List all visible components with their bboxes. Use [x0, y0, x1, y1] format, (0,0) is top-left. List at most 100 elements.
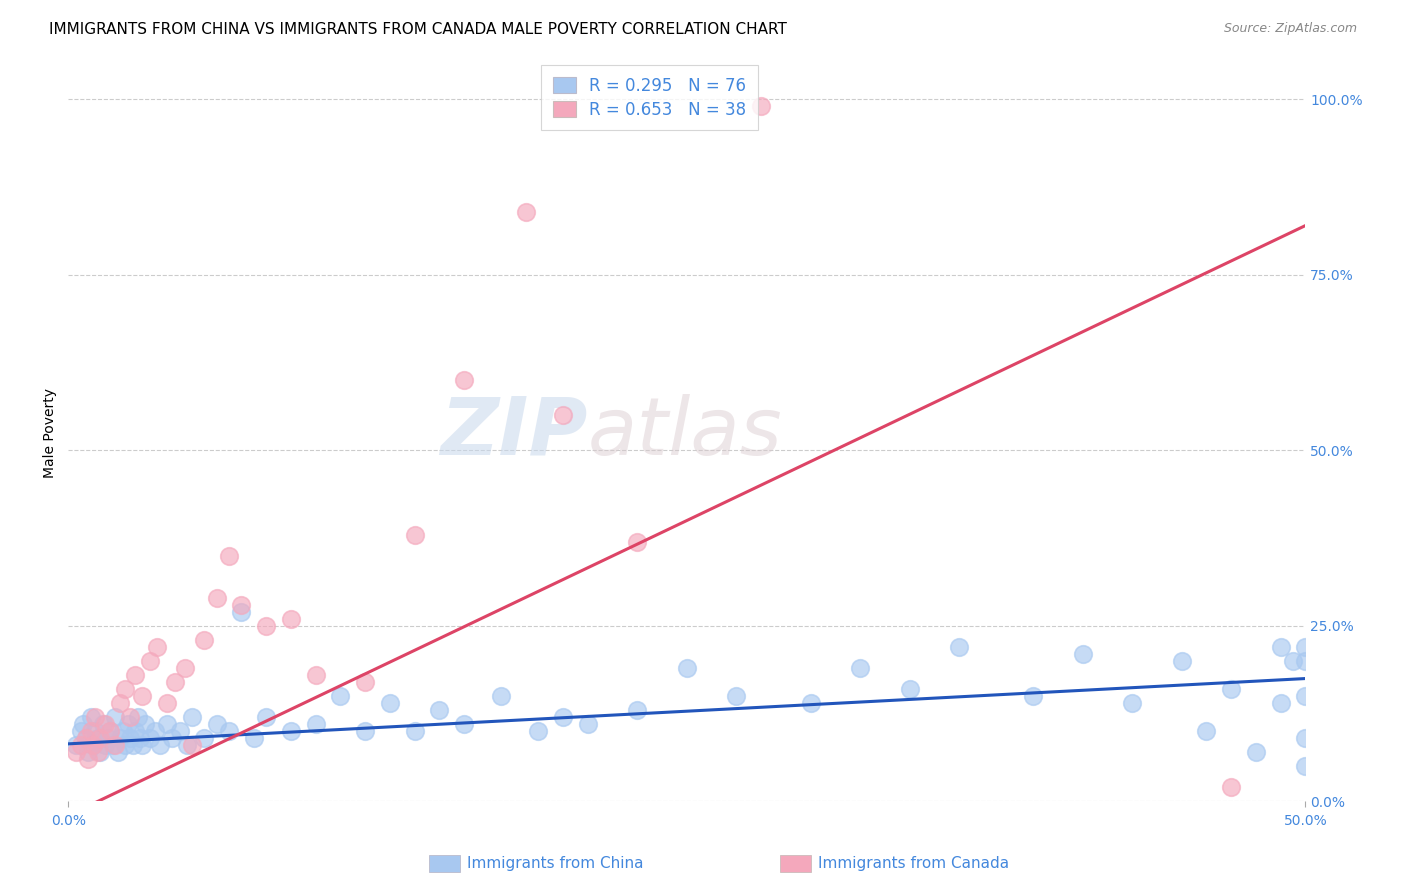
Text: Immigrants from China: Immigrants from China	[467, 856, 644, 871]
Point	[139, 731, 162, 746]
Point	[1270, 640, 1292, 654]
Point	[1294, 689, 1316, 703]
Point	[231, 605, 253, 619]
Point	[89, 745, 111, 759]
Text: ZIP: ZIP	[440, 393, 588, 472]
Point	[193, 731, 215, 746]
Point	[254, 710, 277, 724]
Point	[111, 724, 134, 739]
Point	[205, 717, 228, 731]
Point	[280, 612, 302, 626]
Point	[576, 717, 599, 731]
Point	[218, 549, 240, 563]
Point	[551, 408, 574, 422]
Point	[354, 724, 377, 739]
Point	[82, 738, 104, 752]
Point	[65, 738, 87, 752]
Point	[243, 731, 266, 746]
Point	[124, 724, 146, 739]
Point	[280, 724, 302, 739]
Point	[84, 724, 107, 739]
Point	[354, 675, 377, 690]
Point	[173, 661, 195, 675]
Point	[121, 738, 143, 752]
Text: atlas: atlas	[588, 393, 783, 472]
Point	[75, 731, 97, 746]
Point	[97, 731, 120, 746]
Point	[117, 717, 139, 731]
Point	[72, 717, 94, 731]
Point	[626, 703, 648, 717]
Point	[453, 373, 475, 387]
Point	[169, 724, 191, 739]
Point	[69, 724, 91, 739]
Point	[725, 689, 748, 703]
Point	[948, 640, 970, 654]
Point	[1294, 640, 1316, 654]
Point	[120, 710, 142, 724]
Point	[181, 710, 204, 724]
Point	[77, 752, 100, 766]
Point	[749, 99, 772, 113]
Point	[87, 745, 110, 759]
Point	[898, 682, 921, 697]
Point	[404, 724, 426, 739]
Point	[79, 724, 101, 739]
Point	[108, 731, 131, 746]
Point	[626, 534, 648, 549]
Point	[91, 717, 114, 731]
Point	[94, 738, 117, 752]
Point	[1282, 654, 1305, 668]
Point	[305, 668, 328, 682]
Point	[1294, 731, 1316, 746]
Point	[75, 731, 97, 746]
Legend: R = 0.295   N = 76, R = 0.653   N = 38: R = 0.295 N = 76, R = 0.653 N = 38	[541, 65, 758, 130]
Point	[515, 204, 537, 219]
Point	[82, 738, 104, 752]
Point	[156, 717, 179, 731]
Point	[146, 640, 169, 654]
Point	[120, 731, 142, 746]
Point	[107, 745, 129, 759]
Text: IMMIGRANTS FROM CHINA VS IMMIGRANTS FROM CANADA MALE POVERTY CORRELATION CHART: IMMIGRANTS FROM CHINA VS IMMIGRANTS FROM…	[49, 22, 787, 37]
Point	[156, 696, 179, 710]
Point	[114, 682, 136, 697]
Point	[89, 731, 111, 746]
Point	[254, 619, 277, 633]
Point	[124, 668, 146, 682]
Point	[134, 717, 156, 731]
Point	[98, 724, 121, 739]
Point	[1220, 780, 1243, 795]
Point	[149, 738, 172, 752]
Y-axis label: Male Poverty: Male Poverty	[44, 388, 58, 478]
Point	[104, 738, 127, 752]
Point	[378, 696, 401, 710]
Point	[163, 675, 186, 690]
Point	[69, 738, 91, 752]
Point	[127, 710, 149, 724]
Point	[1022, 689, 1045, 703]
Point	[143, 724, 166, 739]
Point	[101, 738, 124, 752]
Point	[176, 738, 198, 752]
Point	[160, 731, 183, 746]
Point	[131, 738, 153, 752]
Point	[551, 710, 574, 724]
Point	[98, 724, 121, 739]
Point	[849, 661, 872, 675]
Point	[108, 696, 131, 710]
Point	[231, 598, 253, 612]
Point	[104, 710, 127, 724]
Point	[1071, 647, 1094, 661]
Point	[1294, 654, 1316, 668]
Text: Immigrants from Canada: Immigrants from Canada	[818, 856, 1010, 871]
Point	[429, 703, 451, 717]
Point	[139, 654, 162, 668]
Point	[1195, 724, 1218, 739]
Point	[1244, 745, 1267, 759]
Point	[799, 696, 821, 710]
Point	[489, 689, 512, 703]
Point	[1121, 696, 1143, 710]
Point	[1270, 696, 1292, 710]
Point	[218, 724, 240, 739]
